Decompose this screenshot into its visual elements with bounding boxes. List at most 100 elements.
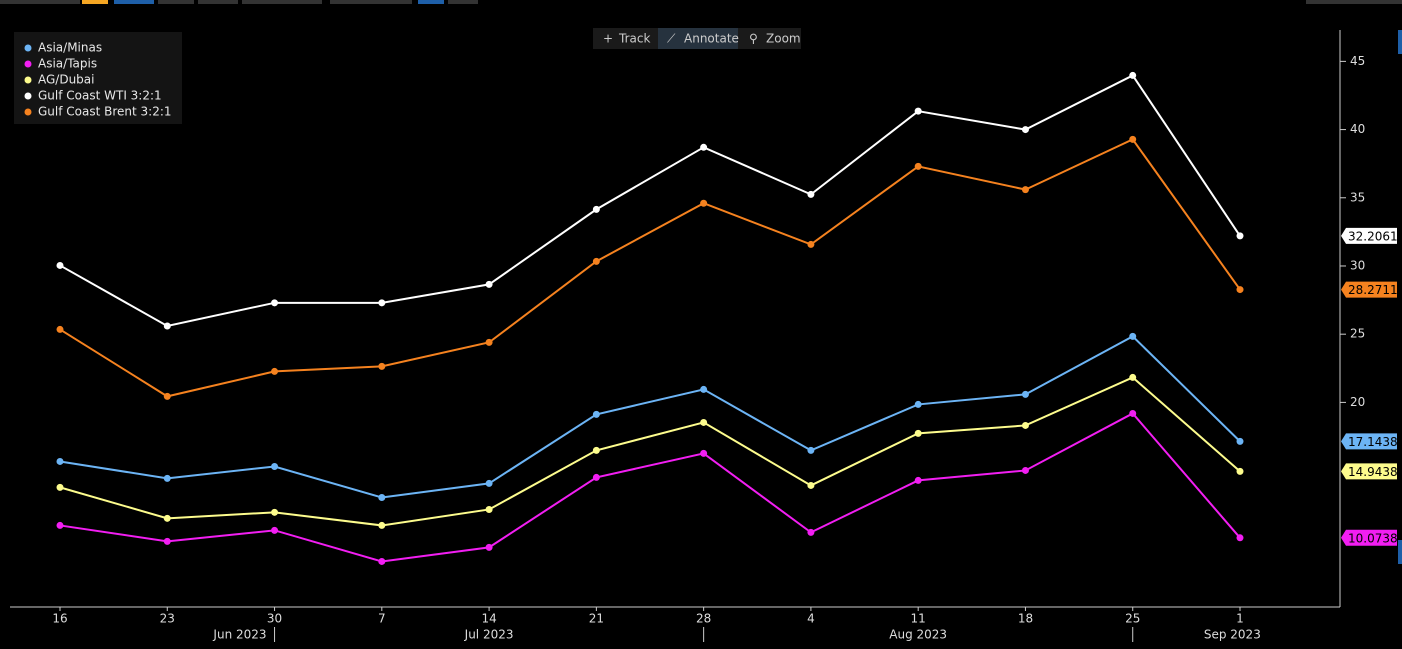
series-line [59,74,1241,328]
point [485,505,493,513]
x-tick-label: 30 [267,612,282,626]
legend-label: Asia/Tapis [38,57,97,71]
point [1129,332,1137,340]
month-label: Jun 2023 [212,628,266,642]
top-tabs [0,0,1402,4]
x-tick-label: 1 [1236,612,1244,626]
point [1129,135,1137,143]
point [1021,126,1029,134]
point [1021,186,1029,194]
point [700,418,708,426]
legend-swatch [24,108,32,116]
point [1129,71,1137,79]
point [807,481,815,489]
point [700,385,708,393]
point [914,476,922,484]
point [914,400,922,408]
point [1236,437,1244,445]
point [485,543,493,551]
y-tick-label: 45 [1350,54,1365,68]
point [1236,286,1244,294]
point [700,449,708,457]
point [163,537,171,545]
point [56,521,64,529]
point [56,457,64,465]
point [807,446,815,454]
point [56,325,64,333]
toolbar-zoom[interactable]: Zoom [766,32,801,46]
point [592,446,600,454]
y-tick-label: 40 [1350,122,1365,136]
point [700,143,708,151]
point [163,392,171,400]
point [914,162,922,170]
legend-swatch [24,60,32,68]
point [378,362,386,370]
y-tick-label: 20 [1350,395,1365,409]
y-tick-label: 25 [1350,327,1365,341]
svg-text:⚲: ⚲ [749,32,758,46]
month-label: Jul 2023 [464,628,514,642]
legend-swatch [24,44,32,52]
point [485,280,493,288]
toolbar-track[interactable]: Track [618,32,650,46]
last-value-box [1341,227,1397,244]
point [163,322,171,330]
right-strip [1398,30,1402,564]
point [1021,421,1029,429]
point [1129,373,1137,381]
point [1021,466,1029,474]
point [807,190,815,198]
x-tick-label: 18 [1018,612,1033,626]
x-tick-label: 7 [378,612,386,626]
last-value-label: 10.0738 [1348,531,1398,545]
x-tick-label: 23 [160,612,175,626]
point [56,261,64,269]
point [56,483,64,491]
point [271,508,279,516]
point [592,473,600,481]
legend-label: AG/Dubai [38,73,95,87]
point [378,521,386,529]
last-value-label: 28.2711 [1348,283,1398,297]
y-tick-label: 35 [1350,190,1365,204]
point [1236,467,1244,475]
series-line [59,376,1241,527]
last-value-box [1341,529,1397,546]
last-value-label: 14.9438 [1348,465,1398,479]
y-tick-label: 30 [1350,258,1365,272]
point [1129,409,1137,417]
series-line [59,138,1241,398]
legend-swatch [24,76,32,84]
legend: Asia/Minas Asia/Tapis AG/Dubai Gulf Coast W… [14,32,182,124]
point [271,526,279,534]
legend-box [14,32,182,124]
legend-label: Gulf Coast Brent 3:2:1 [38,105,172,119]
point [807,240,815,248]
month-label: Aug 2023 [889,628,947,642]
last-value-box [1341,281,1397,298]
x-tick-label: 25 [1125,612,1140,626]
point [914,429,922,437]
point [378,557,386,565]
last-value-label: 17.1438 [1348,435,1398,449]
point [485,338,493,346]
series-line [59,335,1241,499]
point [592,205,600,213]
point [163,474,171,482]
legend-label: Asia/Minas [38,41,102,55]
legend-label: Gulf Coast WTI 3:2:1 [38,89,162,103]
point [485,479,493,487]
point [700,199,708,207]
point [271,367,279,375]
point [1236,232,1244,240]
point [378,493,386,501]
legend-swatch [24,92,32,100]
toolbar[interactable]: + Track ⟋ Annotate ⚲ Zoom [593,28,801,49]
toolbar-annotate[interactable]: Annotate [684,32,739,46]
point [271,463,279,471]
month-label: Sep 2023 [1204,628,1261,642]
x-tick-label: 14 [481,612,496,626]
last-value-box [1341,463,1397,480]
point [592,410,600,418]
